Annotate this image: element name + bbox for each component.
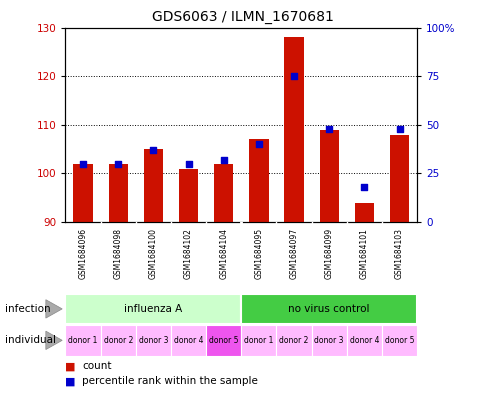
Bar: [381, 325, 416, 356]
Text: GSM1684099: GSM1684099: [324, 228, 333, 279]
Bar: [143, 149, 163, 222]
Text: donor 1: donor 1: [68, 336, 98, 345]
Bar: [284, 37, 303, 222]
Polygon shape: [45, 300, 62, 318]
Bar: [276, 325, 311, 356]
Point: [289, 73, 297, 79]
Text: donor 5: donor 5: [209, 336, 238, 345]
Text: donor 2: donor 2: [103, 336, 133, 345]
Bar: [249, 140, 268, 222]
Text: GSM1684100: GSM1684100: [149, 228, 158, 279]
Bar: [241, 294, 416, 324]
Text: donor 3: donor 3: [138, 336, 168, 345]
Text: GSM1684102: GSM1684102: [183, 228, 193, 279]
Bar: [179, 169, 198, 222]
Point: [149, 147, 157, 153]
Bar: [206, 325, 241, 356]
Bar: [213, 163, 233, 222]
Point: [219, 157, 227, 163]
Text: count: count: [82, 361, 112, 371]
Text: donor 1: donor 1: [243, 336, 273, 345]
Text: GSM1684097: GSM1684097: [289, 228, 298, 279]
Text: donor 2: donor 2: [279, 336, 308, 345]
Bar: [73, 163, 92, 222]
Text: individual: individual: [5, 335, 56, 345]
Bar: [101, 325, 136, 356]
Text: GSM1684098: GSM1684098: [113, 228, 122, 279]
Bar: [319, 130, 338, 222]
Bar: [171, 325, 206, 356]
Bar: [346, 325, 381, 356]
Text: GDS6063 / ILMN_1670681: GDS6063 / ILMN_1670681: [151, 10, 333, 24]
Point: [79, 160, 87, 167]
Text: influenza A: influenza A: [124, 304, 182, 314]
Point: [184, 160, 192, 167]
Bar: [136, 325, 171, 356]
Point: [360, 184, 367, 190]
Bar: [65, 294, 241, 324]
Text: percentile rank within the sample: percentile rank within the sample: [82, 376, 258, 386]
Bar: [241, 325, 276, 356]
Text: donor 4: donor 4: [349, 336, 378, 345]
Bar: [389, 134, 408, 222]
Bar: [354, 202, 373, 222]
Text: donor 3: donor 3: [314, 336, 343, 345]
Bar: [311, 325, 346, 356]
Text: GSM1684104: GSM1684104: [219, 228, 228, 279]
Text: no virus control: no virus control: [288, 304, 369, 314]
Polygon shape: [45, 331, 62, 349]
Bar: [108, 163, 128, 222]
Text: donor 5: donor 5: [384, 336, 413, 345]
Text: donor 4: donor 4: [173, 336, 203, 345]
Text: GSM1684096: GSM1684096: [78, 228, 88, 279]
Point: [255, 141, 262, 147]
Text: ■: ■: [65, 361, 76, 371]
Text: GSM1684101: GSM1684101: [359, 228, 368, 279]
Text: ■: ■: [65, 376, 76, 386]
Point: [395, 125, 403, 132]
Text: GSM1684095: GSM1684095: [254, 228, 263, 279]
Point: [325, 125, 333, 132]
Point: [114, 160, 122, 167]
Text: GSM1684103: GSM1684103: [394, 228, 403, 279]
Bar: [65, 325, 101, 356]
Text: infection: infection: [5, 304, 50, 314]
